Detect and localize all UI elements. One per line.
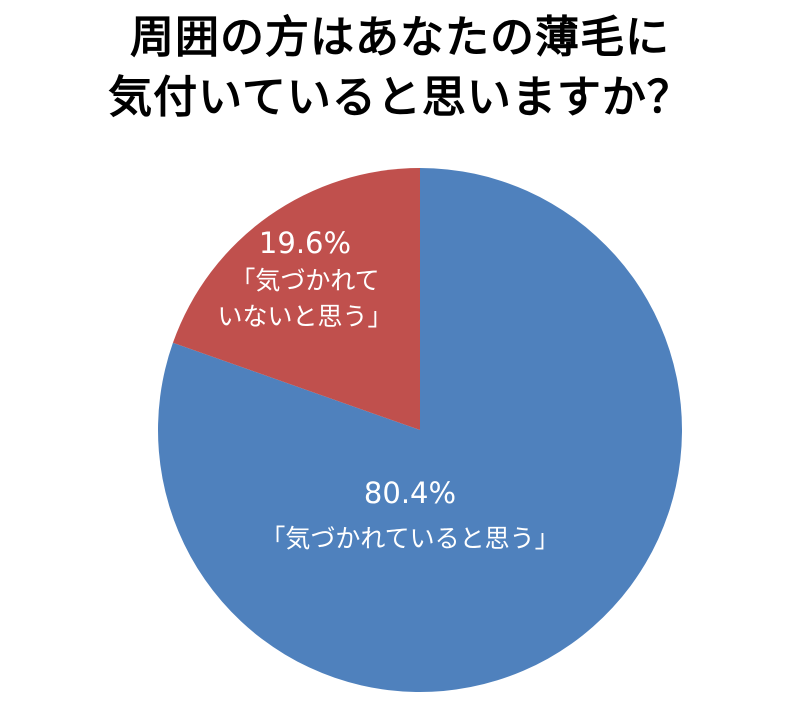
slice-value-label-0: 80.4% (364, 476, 456, 510)
chart-title-line-2: 気付いていると思いますか？ (108, 72, 692, 123)
chart-title: 周囲の方はあなたの薄毛に 気付いていると思いますか？ (0, 8, 800, 128)
slice-value-label-1: 19.6% (259, 226, 351, 260)
pie-slices (158, 168, 683, 693)
pie-slice-1 (172, 168, 420, 430)
pie-slice-0 (158, 168, 683, 693)
slice-category-label-1-0: 「気づかれて (230, 266, 379, 295)
chart-title-line-1: 周囲の方はあなたの薄毛に (130, 12, 670, 63)
slice-category-label-0-0: 「気づかれていると思う」 (260, 524, 559, 553)
slice-category-label-1-1: いないと思う」 (217, 302, 392, 331)
